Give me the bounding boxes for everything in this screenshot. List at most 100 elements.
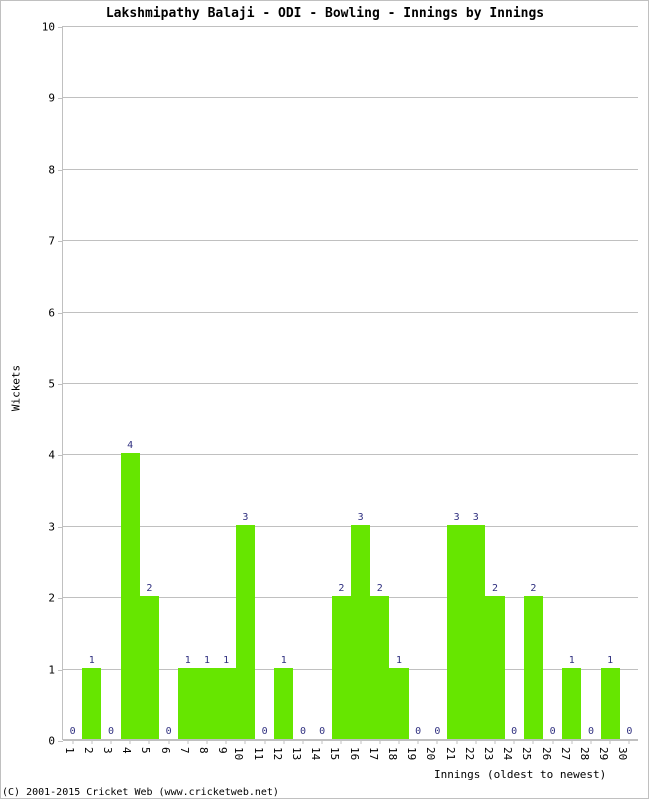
x-tick-mark	[245, 739, 246, 744]
bar: 2	[485, 596, 504, 739]
bar: 1	[389, 668, 408, 739]
y-gridline: 10	[63, 26, 638, 27]
bar-value-label: 2	[338, 583, 344, 594]
bar: 1	[178, 668, 197, 739]
chart-title: Lakshmipathy Balaji - ODI - Bowling - In…	[0, 6, 650, 21]
bar: 3	[236, 525, 255, 739]
x-tick-label: 19	[405, 747, 418, 760]
x-tick-mark	[130, 739, 131, 744]
x-tick-mark	[111, 739, 112, 744]
bar-value-label: 3	[358, 512, 364, 523]
y-gridline: 7	[63, 240, 638, 241]
y-tick-mark	[58, 741, 63, 742]
x-tick-label: 16	[347, 747, 360, 760]
x-tick-label: 14	[309, 747, 322, 760]
x-tick-mark	[456, 739, 457, 744]
y-tick-label: 9	[48, 92, 55, 105]
x-tick-mark	[437, 739, 438, 744]
bar-value-label: 0	[550, 726, 556, 737]
y-tick-mark	[58, 384, 63, 385]
bar-value-label: 0	[415, 726, 421, 737]
y-tick-mark	[58, 670, 63, 671]
x-tick-label: 25	[520, 747, 533, 760]
y-tick-label: 5	[48, 378, 55, 391]
y-gridline: 5	[63, 383, 638, 384]
x-tick-mark	[475, 739, 476, 744]
x-tick-mark	[591, 739, 592, 744]
x-tick-label: 24	[501, 747, 514, 760]
x-tick-mark	[264, 739, 265, 744]
x-tick-label: 18	[386, 747, 399, 760]
x-tick-label: 26	[539, 747, 552, 760]
x-tick-label: 17	[367, 747, 380, 760]
bar: 2	[140, 596, 159, 739]
bar-value-label: 1	[281, 655, 287, 666]
y-tick-label: 1	[48, 663, 55, 676]
y-tick-mark	[58, 598, 63, 599]
x-tick-label: 13	[290, 747, 303, 760]
x-tick-mark	[571, 739, 572, 744]
bar: 1	[82, 668, 101, 739]
bar: 2	[524, 596, 543, 739]
bar: 1	[562, 668, 581, 739]
x-tick-mark	[514, 739, 515, 744]
y-tick-label: 6	[48, 306, 55, 319]
x-tick-label: 23	[482, 747, 495, 760]
x-tick-mark	[226, 739, 227, 744]
x-tick-label: 28	[578, 747, 591, 760]
bar-value-label: 1	[204, 655, 210, 666]
x-tick-label: 15	[328, 747, 341, 760]
x-tick-label: 20	[424, 747, 437, 760]
x-tick-label: 2	[82, 747, 95, 754]
x-tick-mark	[629, 739, 630, 744]
x-tick-mark	[495, 739, 496, 744]
x-tick-mark	[552, 739, 553, 744]
x-tick-label: 27	[559, 747, 572, 760]
bar-value-label: 0	[434, 726, 440, 737]
y-axis-label: Wickets	[10, 365, 23, 411]
x-tick-label: 7	[178, 747, 191, 754]
x-tick-label: 12	[271, 747, 284, 760]
bar: 1	[197, 668, 216, 739]
y-tick-label: 4	[48, 449, 55, 462]
y-tick-mark	[58, 313, 63, 314]
bar-value-label: 1	[607, 655, 613, 666]
bar-value-label: 0	[511, 726, 517, 737]
x-tick-mark	[149, 739, 150, 744]
y-tick-mark	[58, 455, 63, 456]
x-tick-label: 5	[140, 747, 153, 754]
x-tick-mark	[360, 739, 361, 744]
y-tick-label: 10	[42, 21, 55, 34]
bar-value-label: 1	[569, 655, 575, 666]
x-tick-mark	[303, 739, 304, 744]
x-tick-label: 21	[443, 747, 456, 760]
bar-value-label: 0	[166, 726, 172, 737]
x-tick-label: 6	[159, 747, 172, 754]
x-tick-label: 22	[463, 747, 476, 760]
bar: 2	[370, 596, 389, 739]
x-tick-label: 29	[597, 747, 610, 760]
bar: 1	[601, 668, 620, 739]
bar: 3	[466, 525, 485, 739]
x-tick-mark	[187, 739, 188, 744]
x-tick-mark	[72, 739, 73, 744]
bar-value-label: 3	[473, 512, 479, 523]
x-tick-label: 1	[63, 747, 76, 754]
y-tick-label: 0	[48, 735, 55, 748]
y-gridline: 6	[63, 312, 638, 313]
bar: 1	[217, 668, 236, 739]
x-tick-mark	[399, 739, 400, 744]
x-tick-label: 4	[120, 747, 133, 754]
bar-value-label: 4	[127, 440, 133, 451]
bar-value-label: 2	[492, 583, 498, 594]
y-tick-mark	[58, 241, 63, 242]
bar: 4	[121, 453, 140, 739]
bar-value-label: 3	[242, 512, 248, 523]
y-tick-mark	[58, 527, 63, 528]
bar-value-label: 0	[319, 726, 325, 737]
x-tick-label: 9	[216, 747, 229, 754]
y-tick-mark	[58, 98, 63, 99]
x-tick-mark	[168, 739, 169, 744]
bar-value-label: 0	[262, 726, 268, 737]
y-gridline: 8	[63, 169, 638, 170]
